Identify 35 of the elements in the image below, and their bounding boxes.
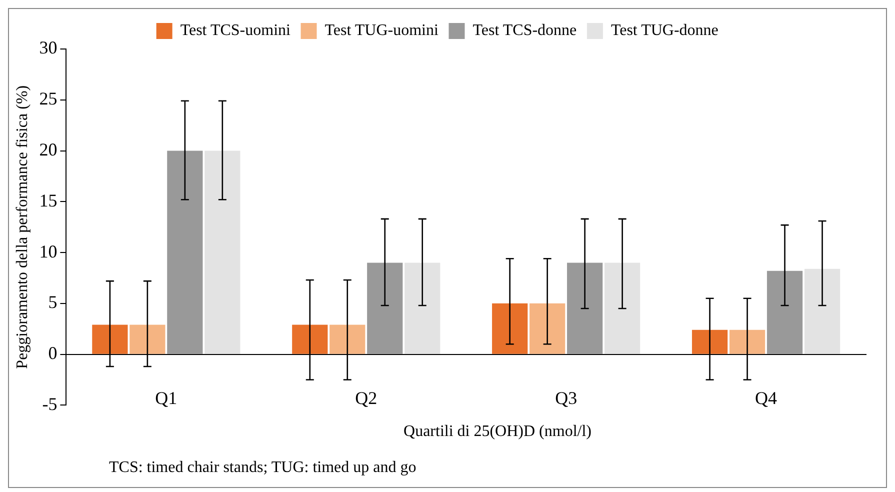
legend-label: Test TCS-donne	[472, 22, 577, 40]
y-tick-label: 0	[48, 343, 58, 364]
bar	[692, 330, 728, 354]
y-tick-label: 10	[39, 241, 58, 262]
bar	[330, 324, 366, 354]
y-tick-label: 20	[39, 140, 58, 160]
x-tick-label: Q3	[555, 388, 578, 408]
x-axis-title: Quartili di 25(OH)D (nmol/l)	[402, 423, 592, 441]
y-tick-label: 5	[48, 292, 58, 312]
bar	[492, 303, 528, 354]
bar	[530, 303, 566, 354]
text: TCS: timed chair stands; TUG: timed up and go	[108, 458, 418, 478]
bar	[766, 270, 803, 354]
x-tick-label: Q2	[355, 388, 378, 408]
bar	[604, 262, 640, 354]
bar	[367, 262, 403, 354]
legend-label: Test TUG-donne	[610, 22, 718, 40]
bar	[804, 268, 840, 354]
legend-label: Test TCS-uomini	[180, 22, 292, 40]
y-tick-label: 30	[39, 38, 58, 58]
bar	[567, 262, 603, 354]
bar	[729, 330, 766, 354]
bar	[404, 262, 440, 354]
x-tick-label: Q4	[755, 388, 778, 408]
bar	[130, 324, 166, 354]
bar	[92, 324, 128, 354]
bar	[204, 150, 240, 354]
x-tick-label: Q1	[155, 388, 178, 408]
y-tick-label: -5	[42, 394, 58, 414]
bar	[167, 150, 203, 354]
y-tick-label: 15	[39, 190, 58, 210]
y-axis-title: Peggioramento della performance fisica (%)	[14, 85, 31, 369]
legend-label: Test TUG-uomini	[324, 22, 439, 40]
y-tick-label: 25	[39, 88, 58, 109]
bar	[292, 324, 328, 354]
